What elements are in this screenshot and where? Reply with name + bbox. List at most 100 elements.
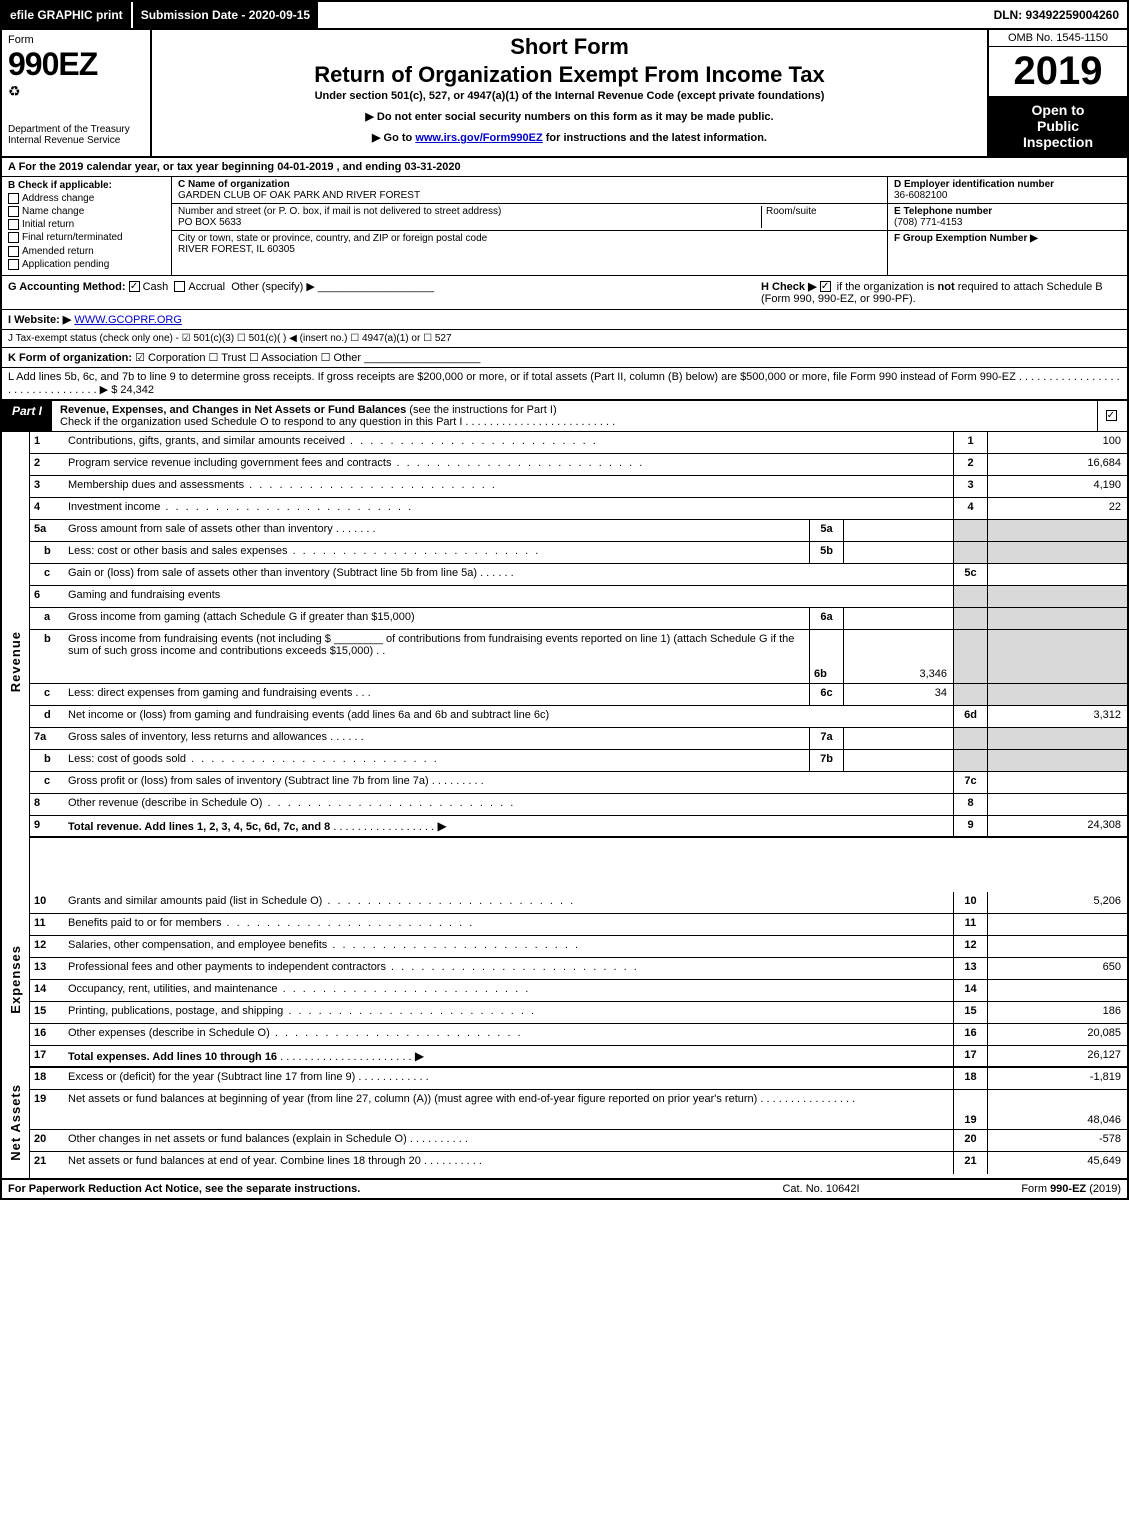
l18-rn: 18: [953, 1068, 987, 1089]
l8-val: [987, 794, 1127, 815]
cb-amended-return[interactable]: Amended return: [8, 246, 165, 257]
l19-val: 48,046: [987, 1090, 1127, 1129]
l6-num: 6: [30, 586, 64, 607]
form-page: efile GRAPHIC print Submission Date - 20…: [0, 0, 1129, 1200]
l1-desc: Contributions, gifts, grants, and simila…: [64, 432, 953, 453]
l2-rn: 2: [953, 454, 987, 475]
l14-desc: Occupancy, rent, utilities, and maintena…: [64, 980, 953, 1001]
line-7b: b Less: cost of goods sold 7b: [30, 750, 1127, 772]
footer-right-bold: 990-EZ: [1050, 1183, 1086, 1195]
line-a-tax-year: A For the 2019 calendar year, or tax yea…: [2, 158, 1127, 177]
l18-text: Excess or (deficit) for the year (Subtra…: [68, 1071, 355, 1083]
l12-val: [987, 936, 1127, 957]
l5b-desc: Less: cost or other basis and sales expe…: [64, 542, 809, 563]
l9-rn: 9: [953, 816, 987, 836]
l7c-num: c: [30, 772, 64, 793]
cb-address-change[interactable]: Address change: [8, 193, 165, 204]
l6c-desc: Less: direct expenses from gaming and fu…: [64, 684, 809, 705]
topbar-spacer: [320, 2, 985, 28]
g-accrual: Accrual: [188, 281, 225, 293]
org-name-label: C Name of organization: [178, 179, 290, 190]
l1-val: 100: [987, 432, 1127, 453]
cb-application-pending[interactable]: Application pending: [8, 259, 165, 270]
l2-num: 2: [30, 454, 64, 475]
part1-tag: Part I: [2, 401, 52, 431]
l4-val: 22: [987, 498, 1127, 519]
l9-num: 9: [30, 816, 64, 836]
l6-rn-blank: [953, 586, 987, 607]
l4-num: 4: [30, 498, 64, 519]
org-name-row: C Name of organization GARDEN CLUB OF OA…: [172, 177, 887, 204]
cb-schedule-b[interactable]: ✓: [820, 281, 831, 292]
h-mid: if the organization is: [837, 281, 938, 293]
line-6c: c Less: direct expenses from gaming and …: [30, 684, 1127, 706]
cb-initial-return[interactable]: Initial return: [8, 219, 165, 230]
part1-title-rest: (see the instructions for Part I): [409, 404, 556, 416]
l8-rn: 8: [953, 794, 987, 815]
l6b-rn-blank: [953, 630, 987, 683]
cb-name-change[interactable]: Name change: [8, 206, 165, 217]
l20-desc: Other changes in net assets or fund bala…: [64, 1130, 953, 1151]
org-city-row: City or town, state or province, country…: [172, 231, 887, 257]
l6a-sv: [843, 608, 953, 629]
k-options: ☑ Corporation ☐ Trust ☐ Association ☐ Ot…: [135, 352, 361, 364]
l13-num: 13: [30, 958, 64, 979]
line-3: 3 Membership dues and assessments 3 4,19…: [30, 476, 1127, 498]
line-8: 8 Other revenue (describe in Schedule O)…: [30, 794, 1127, 816]
l7b-desc: Less: cost of goods sold: [64, 750, 809, 771]
l6-rv-blank: [987, 586, 1127, 607]
l20-rn: 20: [953, 1130, 987, 1151]
l7c-text: Gross profit or (loss) from sales of inv…: [68, 775, 429, 787]
l17-num: 17: [30, 1046, 64, 1066]
open-to-public: Open to Public Inspection: [989, 96, 1127, 156]
header-center: Short Form Return of Organization Exempt…: [152, 30, 987, 156]
l12-num: 12: [30, 936, 64, 957]
part1-schedule-o-checkbox[interactable]: ✓: [1097, 401, 1127, 431]
cb-application-pending-label: Application pending: [22, 259, 109, 270]
l6a-sn: 6a: [809, 608, 843, 629]
cb-accrual[interactable]: [174, 281, 185, 292]
part1-check-text: Check if the organization used Schedule …: [60, 416, 615, 428]
l17-rn: 17: [953, 1046, 987, 1066]
page-footer: For Paperwork Reduction Act Notice, see …: [2, 1178, 1127, 1198]
revenue-vtext: Revenue: [8, 631, 23, 692]
part1-title: Revenue, Expenses, and Changes in Net As…: [52, 401, 1097, 431]
l15-num: 15: [30, 1002, 64, 1023]
l5a-text: Gross amount from sale of assets other t…: [68, 523, 333, 535]
open-line2: Public: [991, 118, 1125, 134]
netassets-vtext: Net Assets: [8, 1084, 23, 1161]
l7c-val: [987, 772, 1127, 793]
cb-cash[interactable]: ✓: [129, 281, 140, 292]
l6b-rv-blank: [987, 630, 1127, 683]
l6a-rn-blank: [953, 608, 987, 629]
l19-num: 19: [30, 1090, 64, 1129]
tax-year: 2019: [989, 47, 1127, 96]
l15-rn: 15: [953, 1002, 987, 1023]
l16-num: 16: [30, 1024, 64, 1045]
l5b-num: b: [30, 542, 64, 563]
l13-desc: Professional fees and other payments to …: [64, 958, 953, 979]
l7b-rv-blank: [987, 750, 1127, 771]
l8-num: 8: [30, 794, 64, 815]
l6b-sv: 3,346: [843, 630, 953, 683]
l4-desc: Investment income: [64, 498, 953, 519]
website-link[interactable]: WWW.GCOPRF.ORG: [74, 314, 182, 326]
submission-date-button[interactable]: Submission Date - 2020-09-15: [133, 2, 320, 28]
irs-link[interactable]: www.irs.gov/Form990EZ: [415, 132, 542, 144]
l5c-rn: 5c: [953, 564, 987, 585]
cb-final-return[interactable]: Final return/terminated: [8, 232, 165, 243]
l17-text: Total expenses. Add lines 10 through 16: [68, 1051, 277, 1063]
efile-print-button[interactable]: efile GRAPHIC print: [2, 2, 133, 28]
identity-block: B Check if applicable: Address change Na…: [2, 177, 1127, 276]
l6b-sn: 6b: [809, 630, 843, 683]
recycle-icon: ♻: [8, 83, 21, 99]
return-title: Return of Organization Exempt From Incom…: [160, 62, 979, 88]
group-exemption-label: F Group Exemption Number ▶: [894, 233, 1038, 244]
l10-num: 10: [30, 892, 64, 913]
l5b-rv-blank: [987, 542, 1127, 563]
l20-num: 20: [30, 1130, 64, 1151]
header-right: OMB No. 1545-1150 2019 Open to Public In…: [987, 30, 1127, 156]
line-4: 4 Investment income 4 22: [30, 498, 1127, 520]
l3-val: 4,190: [987, 476, 1127, 497]
l6b-num: b: [30, 630, 64, 683]
